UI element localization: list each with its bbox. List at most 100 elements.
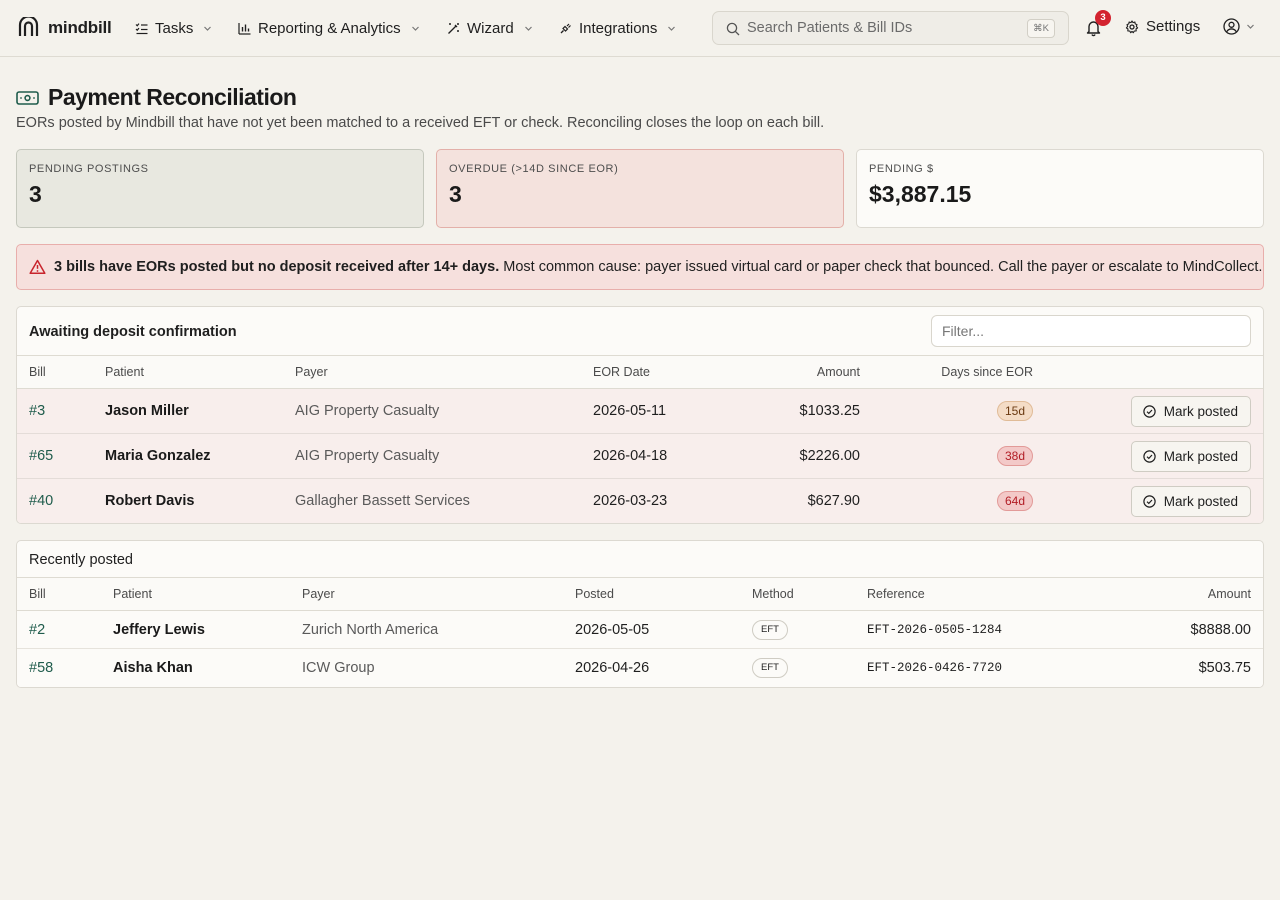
column-header-amount[interactable]: Amount	[816, 365, 860, 379]
nav-tasks[interactable]: Tasks	[135, 18, 212, 38]
nav-wizard-label: Wizard	[467, 19, 514, 37]
search-input[interactable]	[747, 12, 1027, 44]
list-check-icon	[135, 22, 148, 34]
awaiting-deposit-panel: Awaiting deposit confirmation Bill Patie…	[16, 306, 1264, 524]
amount: $503.75	[1198, 660, 1251, 676]
mark-posted-button[interactable]: Mark posted	[1130, 486, 1251, 517]
brand-logo-link[interactable]: mindbill	[18, 17, 112, 38]
stat-card-pending-amount: Pending $ $3,887.15	[856, 149, 1264, 228]
alert-message-bold: 3 bills have EORs posted but no deposit …	[54, 259, 500, 275]
days-since-eor-badge: 15d	[996, 401, 1033, 421]
nav-integrations[interactable]: Integrations	[559, 18, 676, 38]
mark-posted-label: Mark posted	[1163, 404, 1238, 419]
brand-name: mindbill	[48, 17, 112, 37]
mark-posted-button[interactable]: Mark posted	[1130, 396, 1251, 427]
table-header: Bill Patient Payer EOR Date Amount Days …	[17, 355, 1263, 389]
alert-message: 3 bills have EORs posted but no deposit …	[54, 259, 1262, 275]
payer-name: Zurich North America	[302, 622, 439, 638]
settings-button[interactable]: Settings	[1125, 18, 1200, 35]
search-icon	[726, 22, 740, 36]
chevron-down-icon	[204, 26, 212, 31]
warning-triangle-icon	[29, 259, 46, 275]
settings-label: Settings	[1146, 18, 1201, 35]
column-header-eor-date[interactable]: EOR Date	[593, 365, 650, 379]
column-header-bill[interactable]: Bill	[29, 365, 46, 379]
recently-posted-panel: Recently posted Bill Patient Payer Poste…	[16, 540, 1264, 688]
table-row: #58 Aisha Khan ICW Group 2026-04-26 EFT …	[17, 649, 1263, 687]
reference-id: EFT-2026-0505-1284	[867, 623, 1003, 637]
page-header: Payment Reconciliation	[16, 84, 297, 111]
nav-tasks-label: Tasks	[155, 19, 194, 37]
mark-posted-label: Mark posted	[1163, 449, 1238, 464]
nav-integrations-label: Integrations	[579, 19, 658, 37]
days-since-eor-badge: 38d	[996, 446, 1033, 466]
chevron-down-icon	[1247, 24, 1254, 29]
bill-link[interactable]: #3	[29, 403, 46, 419]
payer-name: Gallagher Bassett Services	[295, 493, 470, 509]
global-search[interactable]: ⌘K	[712, 11, 1069, 45]
table-row: #3 Jason Miller AIG Property Casualty 20…	[17, 389, 1263, 434]
filter-input[interactable]	[931, 315, 1251, 347]
eor-date: 2026-04-18	[593, 448, 668, 464]
check-circle-icon	[1143, 405, 1156, 418]
account-menu[interactable]	[1223, 18, 1255, 35]
column-header-patient[interactable]: Patient	[105, 365, 144, 379]
alert-message-body: Most common cause: payer issued virtual …	[499, 259, 1263, 275]
amount: $1033.25	[799, 403, 860, 419]
stat-value: $3,887.15	[869, 181, 972, 207]
column-header-payer[interactable]: Payer	[295, 365, 328, 379]
table-header: Bill Patient Payer Posted Method Referen…	[17, 577, 1263, 611]
bill-link[interactable]: #2	[29, 622, 46, 638]
top-navigation-bar: mindbill Tasks Reporting & Analytics	[0, 0, 1280, 57]
payer-name: AIG Property Casualty	[295, 403, 440, 419]
payer-name: ICW Group	[302, 660, 375, 676]
column-header-bill[interactable]: Bill	[29, 587, 46, 601]
posted-date: 2026-05-05	[575, 622, 650, 638]
mindbill-logo-icon	[18, 17, 39, 36]
posted-date: 2026-04-26	[575, 660, 650, 676]
eor-date: 2026-03-23	[593, 493, 668, 509]
mark-posted-button[interactable]: Mark posted	[1130, 441, 1251, 472]
bill-link[interactable]: #58	[29, 660, 54, 676]
user-avatar-icon	[1223, 18, 1240, 35]
amount: $8888.00	[1190, 622, 1251, 638]
page-title: Payment Reconciliation	[48, 84, 297, 110]
gear-icon	[1125, 19, 1139, 33]
check-circle-icon	[1143, 495, 1156, 508]
amount: $627.90	[807, 493, 860, 509]
stat-card-overdue: Overdue (>14d since EOR) 3	[436, 149, 844, 228]
column-header-amount[interactable]: Amount	[1207, 587, 1251, 601]
chevron-down-icon	[411, 26, 419, 31]
column-header-payer[interactable]: Payer	[302, 587, 335, 601]
bar-chart-icon	[238, 22, 251, 35]
column-header-reference[interactable]: Reference	[867, 587, 925, 601]
days-since-eor-badge: 64d	[996, 491, 1033, 511]
search-shortcut-hint: ⌘K	[1027, 19, 1055, 38]
stat-value: 3	[449, 181, 462, 207]
banknote-icon	[16, 90, 39, 105]
patient-name: Robert Davis	[105, 493, 195, 509]
column-header-patient[interactable]: Patient	[113, 587, 152, 601]
stat-label: Pending $	[869, 163, 934, 175]
patient-name: Jason Miller	[105, 403, 189, 419]
panel-title: Recently posted	[29, 552, 133, 568]
bill-link[interactable]: #65	[29, 448, 54, 464]
column-header-method[interactable]: Method	[752, 587, 794, 601]
stat-card-pending-postings: Pending postings 3	[16, 149, 424, 228]
patient-name: Jeffery Lewis	[113, 622, 205, 638]
column-header-posted[interactable]: Posted	[575, 587, 614, 601]
magic-wand-icon	[448, 22, 459, 34]
method-badge: EFT	[752, 620, 788, 640]
column-header-days-since-eor[interactable]: Days since EOR	[941, 365, 1033, 379]
chevron-down-icon	[524, 26, 532, 31]
table-row: #65 Maria Gonzalez AIG Property Casualty…	[17, 434, 1263, 479]
bill-link[interactable]: #40	[29, 493, 54, 509]
nav-wizard[interactable]: Wizard	[447, 18, 533, 38]
check-circle-icon	[1143, 450, 1156, 463]
method-badge: EFT	[752, 658, 788, 678]
table-row: #2 Jeffery Lewis Zurich North America 20…	[17, 611, 1263, 649]
nav-reporting-analytics[interactable]: Reporting & Analytics	[238, 18, 420, 38]
chevron-down-icon	[668, 26, 676, 31]
eor-date: 2026-05-11	[593, 403, 667, 419]
amount: $2226.00	[799, 448, 860, 464]
